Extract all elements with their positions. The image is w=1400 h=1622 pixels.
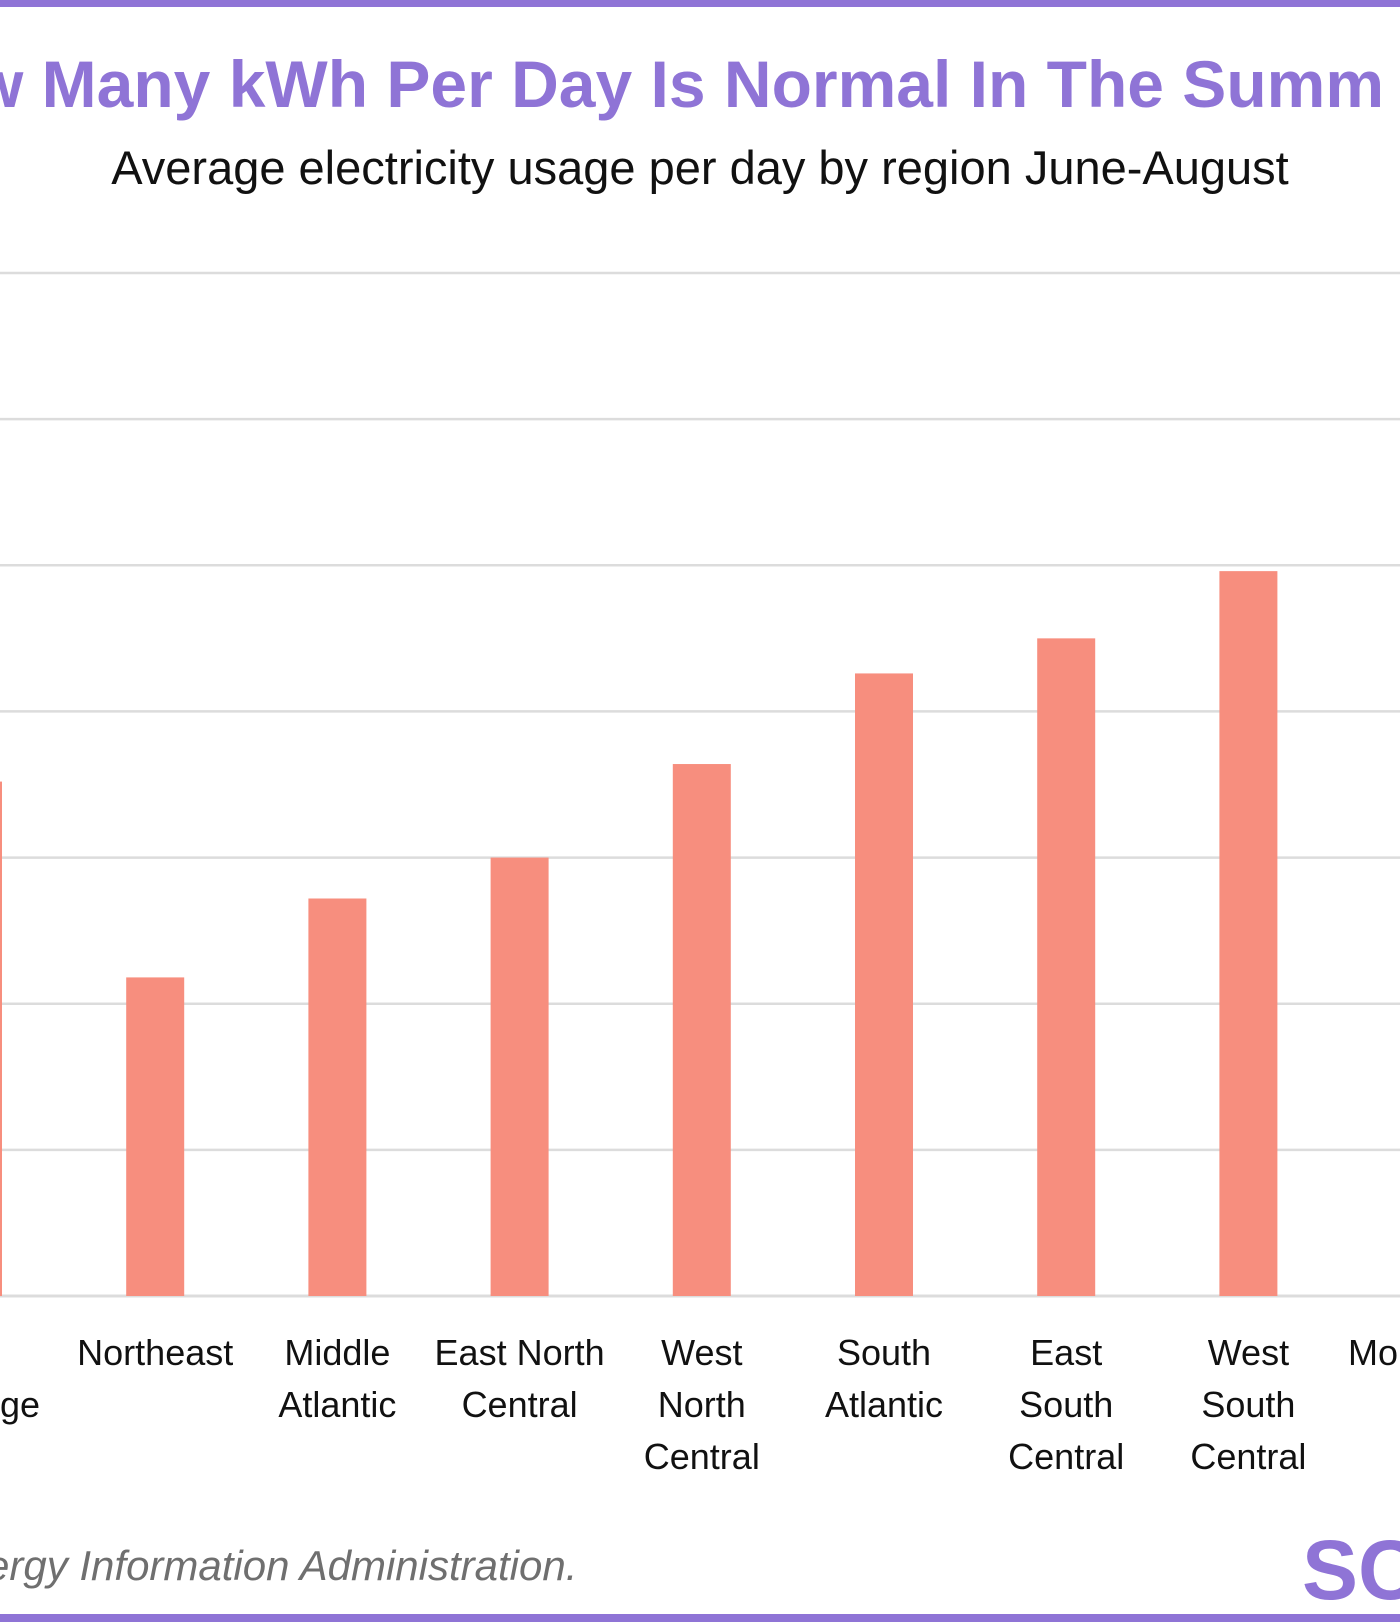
x-tick-label: Mo [1348, 1332, 1398, 1373]
source-note: ergy Information Administration. [0, 1542, 578, 1589]
x-tick-label: East North Central [435, 1332, 605, 1425]
bar [490, 857, 549, 1296]
x-axis-labels: ge Northeast Middle Atlantic East North Centr… [0, 1332, 1398, 1477]
bar [0, 781, 2, 1296]
x-tick-label: West South Central [1190, 1332, 1306, 1477]
bar [855, 673, 913, 1296]
x-tick-label: West North Central [644, 1332, 760, 1477]
chart-title: w Many kWh Per Day Is Normal In The Summ [0, 47, 1385, 121]
bar [1037, 638, 1096, 1296]
x-tick-label: Middle Atlantic [278, 1332, 396, 1425]
bar [126, 977, 185, 1296]
x-tick-label: South Atlantic [825, 1332, 943, 1425]
bottom-accent-bar [0, 1614, 1400, 1622]
bar [672, 764, 731, 1296]
top-accent-bar [0, 0, 1400, 7]
x-tick-label: East South Central [1008, 1332, 1124, 1477]
bars [0, 571, 1278, 1296]
x-tick-label: Northeast [77, 1332, 233, 1373]
brand-logo: SC [1302, 1527, 1400, 1614]
bar [1219, 571, 1278, 1296]
bar [308, 898, 367, 1296]
chart-subtitle: Average electricity usage per day by reg… [111, 141, 1289, 194]
x-tick-label: ge [0, 1384, 40, 1425]
